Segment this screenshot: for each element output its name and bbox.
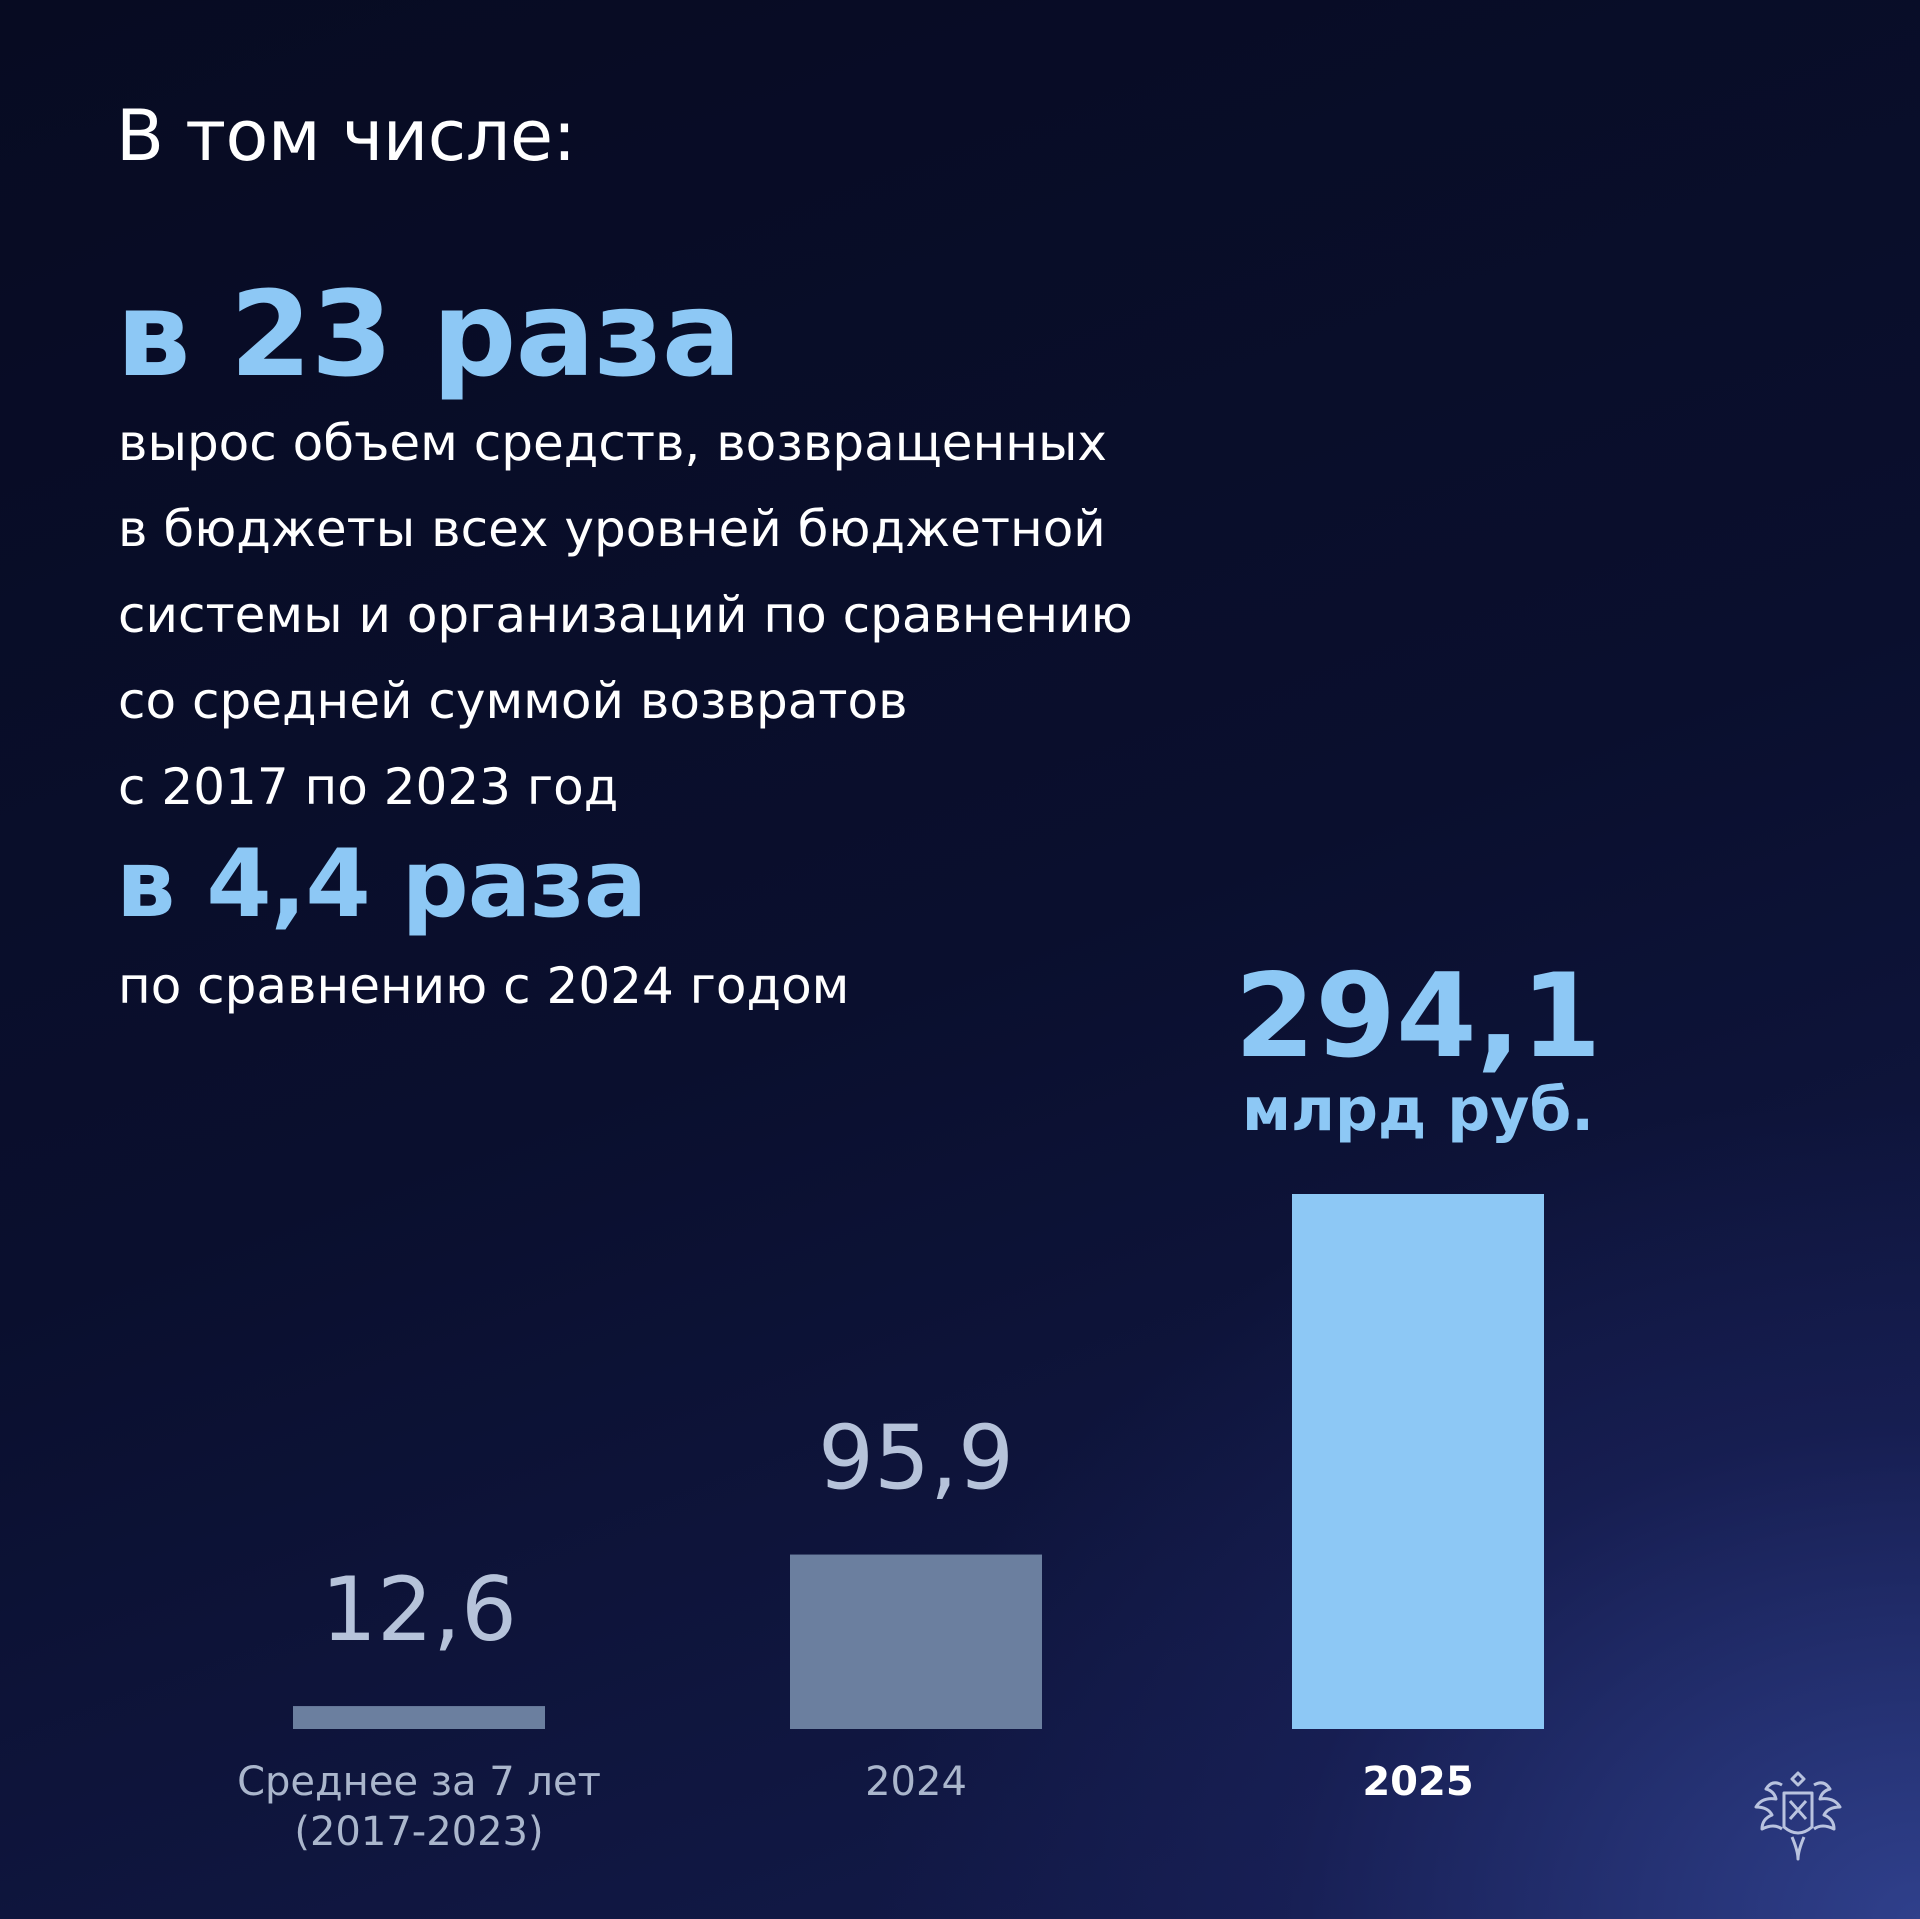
bar-value-label: 294,1 xyxy=(1235,949,1602,1084)
stat-4-4x-value: в 4,4 раза xyxy=(116,830,647,939)
category-label: Среднее за 7 лет xyxy=(237,1759,601,1805)
category-label: 2025 xyxy=(1362,1759,1473,1805)
bar-value-label: 95,9 xyxy=(818,1407,1014,1510)
category-label: 2024 xyxy=(865,1759,967,1805)
bar-value-label: 12,6 xyxy=(321,1558,517,1661)
emblem-icon xyxy=(1754,1771,1842,1861)
bar xyxy=(790,1554,1042,1729)
description-line: системы и организаций по сравнению xyxy=(118,586,1133,644)
description-line: по сравнению с 2024 годом xyxy=(118,957,850,1015)
bar-highlighted xyxy=(1292,1194,1544,1729)
stat-4-4x-description: по сравнению с 2024 годом xyxy=(118,943,849,1029)
category-label: (2017-2023) xyxy=(294,1809,543,1855)
stat-23x-value: в 23 раза xyxy=(116,265,741,403)
bar xyxy=(293,1706,545,1729)
page-heading: В том числе: xyxy=(116,95,576,177)
description-line: с 2017 по 2023 год xyxy=(118,758,619,816)
description-line: со средней суммой возвратов xyxy=(118,672,908,730)
stat-23x-description: вырос объем средств, возвращенных в бюдж… xyxy=(118,400,1133,830)
description-line: вырос объем средств, возвращенных xyxy=(118,414,1108,472)
unit-label: млрд руб. xyxy=(1242,1075,1594,1145)
description-line: в бюджеты всех уровней бюджетной xyxy=(118,500,1106,558)
